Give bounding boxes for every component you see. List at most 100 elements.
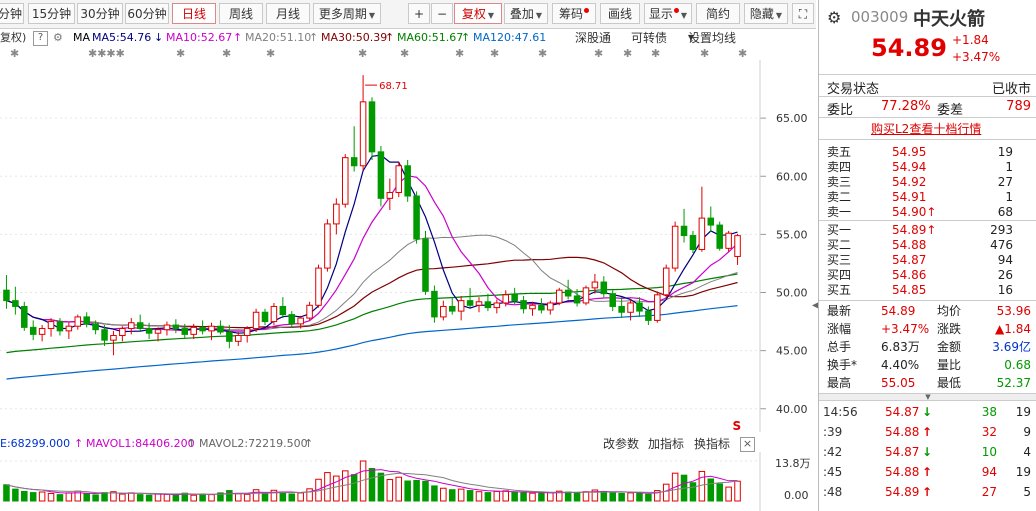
volume-bar (226, 490, 233, 502)
period-30min-button[interactable]: 30分钟 (77, 3, 123, 24)
event-marker[interactable]: ✱ (358, 47, 368, 60)
buy-l2-link[interactable]: 购买L2查看十档行情 (871, 122, 982, 136)
candlestick-chart[interactable]: 40.00 45.00 50.00 55.00 60.00 65.00 68.71 S (0, 60, 816, 432)
vol-ratio-label: 量比 (937, 358, 962, 372)
candle-down (645, 310, 652, 321)
add-indicator-button[interactable]: 加指标 (648, 437, 685, 451)
volume-bar (609, 492, 616, 502)
volume-bar (29, 492, 37, 502)
fullscreen-icon: ⛶ (798, 7, 808, 21)
chips-button[interactable]: 筹码 (552, 3, 596, 24)
book-price: 54.86 (892, 268, 927, 282)
bid-row[interactable]: 买三 54.87 94 (819, 252, 1036, 268)
volume-bar (288, 493, 296, 502)
hide-dropdown[interactable]: 隐藏 ▼ (744, 3, 788, 24)
close-icon[interactable]: × (740, 437, 755, 452)
event-marker[interactable]: ✱ (538, 47, 548, 60)
candle-up (582, 287, 590, 304)
zoom-out-button[interactable]: − (431, 3, 453, 24)
volume-bar (422, 480, 429, 502)
volume-bar (306, 488, 313, 502)
divider (819, 74, 1036, 75)
change-params-button[interactable]: 改参数 (603, 437, 640, 451)
expand-handle[interactable]: ▼ (819, 393, 1036, 401)
gear-icon[interactable]: ⚙ (827, 8, 842, 27)
event-marker[interactable]: ✱ (594, 47, 604, 60)
event-marker[interactable]: ✱ (623, 47, 633, 60)
y-tick-label: 45.00 (776, 345, 808, 358)
convertible-bond-link[interactable]: 可转债 (631, 31, 668, 45)
tick-arrow-icon: ↓ (922, 405, 933, 419)
fullscreen-button[interactable]: ⛶ (792, 3, 814, 24)
period-15min-button[interactable]: 15分钟 (28, 3, 75, 24)
sell-signal-marker: S (733, 419, 742, 432)
candle-up (333, 203, 340, 225)
volume-bar (725, 486, 732, 502)
ask-row[interactable]: 卖三 54.92 27 (819, 174, 1036, 190)
simple-mode-button[interactable]: 简约 (696, 3, 740, 24)
chevron-down-icon: ▼ (688, 33, 695, 42)
bid-row[interactable]: 买四 54.86 26 (819, 267, 1036, 283)
event-marker[interactable]: ✱ (738, 47, 748, 60)
arrow-up-icon: ↑ (309, 31, 319, 44)
ask-row[interactable]: 卖五 54.95 19 (819, 144, 1036, 160)
help-icon[interactable]: ? (33, 31, 48, 46)
event-marker[interactable]: ✱ (10, 47, 20, 60)
volume-chart[interactable]: 13.8万 0.00 (0, 452, 816, 511)
avg-value: 53.96 (996, 304, 1031, 318)
event-marker[interactable]: ✱✱✱✱ (88, 47, 125, 60)
period-60min-button[interactable]: 60分钟 (125, 3, 169, 24)
bid-row[interactable]: 买一 54.89↑ 293 (819, 222, 1036, 238)
weibi-label: 委比 (827, 103, 854, 118)
volume-bar (538, 492, 545, 502)
event-marker[interactable]: ✱ (400, 47, 410, 60)
display-dropdown[interactable]: 显示 ▼ (644, 3, 692, 24)
bid-row[interactable]: 买五 54.85 16 (819, 282, 1036, 298)
ask-row[interactable]: 卖二 54.91 1 (819, 189, 1036, 205)
tick-list[interactable]: 14:56 54.87 ↓ 38 19:39 54.88 ↑ 32 9:42 54.87 ↓ 10 4:… (819, 402, 1036, 511)
switch-indicator-button[interactable]: 换指标 (694, 437, 731, 451)
weicha-label: 委差 (937, 103, 964, 118)
chevron-down-icon: ▼ (368, 11, 376, 20)
period-monthly-button[interactable]: 月线 (266, 3, 310, 24)
tick-volume: 94 (981, 465, 997, 479)
adjust-dropdown[interactable]: 复权 ▼ (454, 3, 502, 24)
volume-bar (333, 475, 340, 502)
candle-up (110, 335, 117, 341)
shenzhen-connect-link[interactable]: 深股通 (575, 31, 612, 45)
event-marker[interactable]: ✱ (455, 47, 465, 60)
more-periods-dropdown[interactable]: 更多周期 ▼ (313, 3, 381, 24)
volume-bar (136, 494, 144, 502)
draw-line-button[interactable]: 画线 (600, 3, 640, 24)
period-weekly-button[interactable]: 周线 (219, 3, 263, 24)
bid-row[interactable]: 买二 54.88 476 (819, 237, 1036, 253)
event-marker[interactable]: ✱ (700, 47, 710, 60)
tick-count: 5 (1023, 485, 1031, 499)
ma30-value: MA30:50.39 (321, 31, 388, 44)
candle-up (163, 324, 171, 331)
book-level-label: 买五 (827, 283, 852, 297)
volume-bar (591, 489, 599, 502)
ask-row[interactable]: 卖四 54.94 1 (819, 159, 1036, 175)
overlay-dropdown[interactable]: 叠加 ▼ (504, 3, 548, 24)
candle-up (359, 101, 367, 167)
volume-bar (128, 492, 135, 502)
weibi-value: 77.28% (881, 99, 931, 114)
zoom-in-button[interactable]: + (408, 3, 430, 24)
ask-row[interactable]: 卖一 54.90↑ 68 (819, 204, 1036, 220)
event-marker[interactable]: ✱ (490, 47, 500, 60)
candle-up (270, 305, 278, 323)
event-marker[interactable]: ✱ (176, 47, 186, 60)
period-daily-button[interactable]: 日线 (172, 3, 216, 24)
panel-collapse-icon[interactable]: ◀ (812, 300, 820, 311)
event-marker[interactable]: ✱ (651, 47, 661, 60)
event-marker[interactable]: ✱ (222, 47, 232, 60)
ma-label: MA (73, 31, 91, 44)
book-price: 54.89↑ (892, 223, 937, 237)
book-volume: 26 (997, 268, 1013, 282)
event-marker[interactable]: ✱ (266, 47, 276, 60)
book-level-label: 卖四 (827, 160, 852, 174)
period-1min-button[interactable]: 分钟 (0, 3, 24, 24)
tick-row: :48 54.89 ↑ 27 5 (819, 482, 1036, 502)
gear-icon[interactable]: ⚙ (53, 31, 63, 44)
